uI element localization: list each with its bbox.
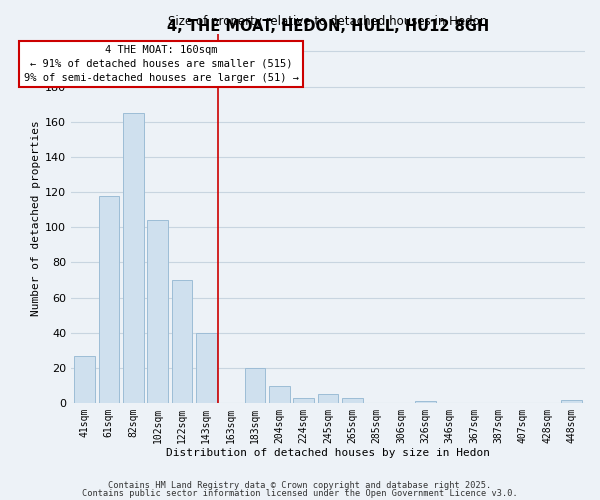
Title: 4, THE MOAT, HEDON, HULL, HU12 8GH: 4, THE MOAT, HEDON, HULL, HU12 8GH [167, 19, 489, 34]
Bar [415, 402, 436, 403]
Bar [318, 394, 338, 403]
Text: Contains public sector information licensed under the Open Government Licence v3: Contains public sector information licen… [82, 488, 518, 498]
Text: 4 THE MOAT: 160sqm
← 91% of detached houses are smaller (515)
9% of semi-detache: 4 THE MOAT: 160sqm ← 91% of detached hou… [23, 45, 299, 83]
Bar [293, 398, 314, 403]
X-axis label: Distribution of detached houses by size in Hedon: Distribution of detached houses by size … [166, 448, 490, 458]
Bar [196, 333, 217, 403]
Y-axis label: Number of detached properties: Number of detached properties [31, 120, 41, 316]
Bar [269, 386, 290, 403]
Bar [147, 220, 168, 403]
Bar [74, 356, 95, 403]
Bar [342, 398, 363, 403]
Bar [245, 368, 265, 403]
Text: Size of property relative to detached houses in Hedon: Size of property relative to detached ho… [169, 15, 488, 28]
Text: Contains HM Land Registry data © Crown copyright and database right 2025.: Contains HM Land Registry data © Crown c… [109, 481, 491, 490]
Bar [172, 280, 192, 403]
Bar [123, 113, 143, 403]
Bar [98, 196, 119, 403]
Bar [561, 400, 582, 403]
